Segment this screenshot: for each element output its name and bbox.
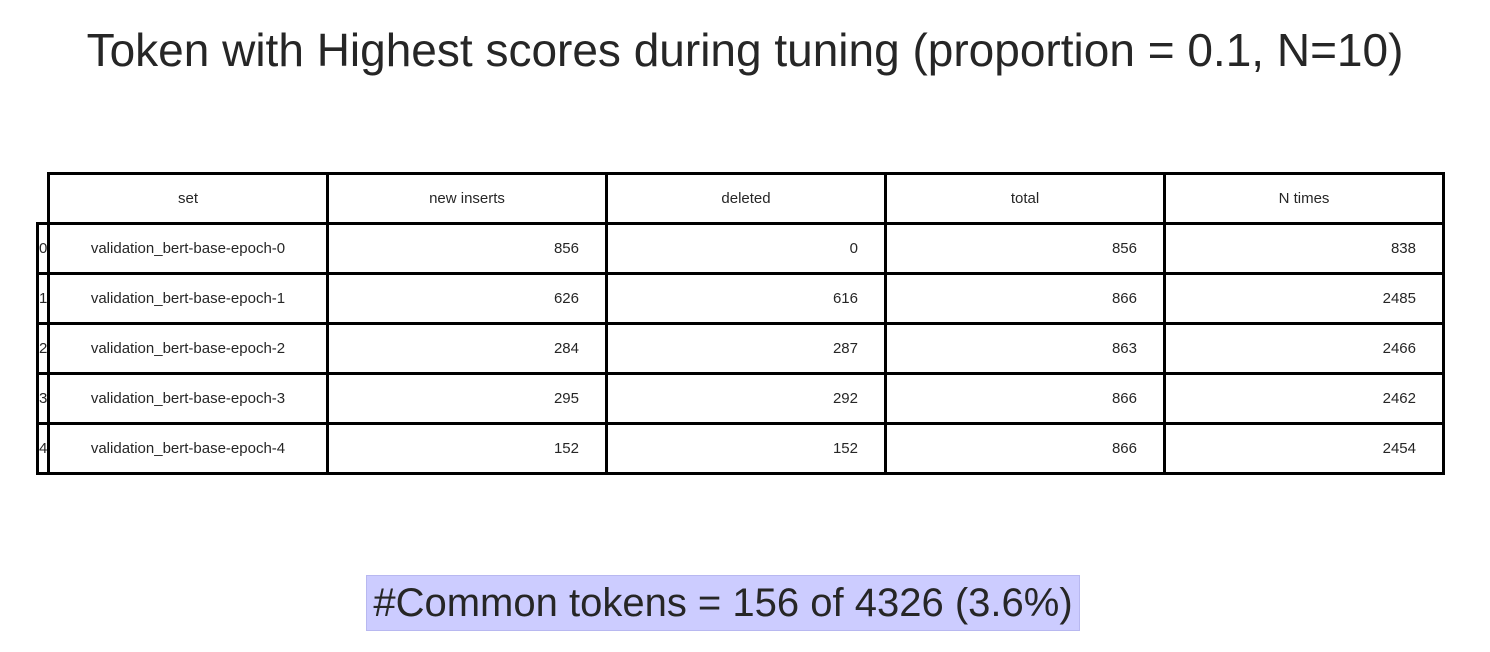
table-cell-new-inserts: 626 xyxy=(326,272,608,325)
table-cell-total: 866 xyxy=(884,272,1166,325)
table-cell-set: validation_bert-base-epoch-4 xyxy=(47,422,329,475)
table-cell-deleted: 616 xyxy=(605,272,887,325)
header-cell-n-times: N times xyxy=(1163,172,1445,225)
table-cell-total: 863 xyxy=(884,322,1166,375)
table-cell-set: validation_bert-base-epoch-2 xyxy=(47,322,329,375)
table-cell-deleted: 152 xyxy=(605,422,887,475)
table-cell-n-times: 2466 xyxy=(1163,322,1445,375)
table-cell-n-times: 2485 xyxy=(1163,272,1445,325)
chart-title: Token with Highest scores during tuning … xyxy=(86,24,1404,76)
table-cell-total: 866 xyxy=(884,372,1166,425)
table-cell-new-inserts: 295 xyxy=(326,372,608,425)
table-cell-set: validation_bert-base-epoch-0 xyxy=(47,222,329,275)
data-table: set new inserts deleted total N times 0 valida… xyxy=(36,172,1445,475)
table-cell-deleted: 292 xyxy=(605,372,887,425)
table-cell-total: 856 xyxy=(884,222,1166,275)
table-cell-total: 866 xyxy=(884,422,1166,475)
table-cell-new-inserts: 284 xyxy=(326,322,608,375)
table-cell-new-inserts: 856 xyxy=(326,222,608,275)
header-cell-new-inserts: new inserts xyxy=(326,172,608,225)
table-cell-set: validation_bert-base-epoch-1 xyxy=(47,272,329,325)
table-cell-set: validation_bert-base-epoch-3 xyxy=(47,372,329,425)
table-cell-new-inserts: 152 xyxy=(326,422,608,475)
table-cell-deleted: 287 xyxy=(605,322,887,375)
header-cell-set: set xyxy=(47,172,329,225)
header-cell-total: total xyxy=(884,172,1166,225)
common-tokens-label: #Common tokens = 156 of 4326 (3.6%) xyxy=(366,575,1080,631)
table-cell-deleted: 0 xyxy=(605,222,887,275)
table-cell-n-times: 2462 xyxy=(1163,372,1445,425)
table-cell-n-times: 838 xyxy=(1163,222,1445,275)
table-cell-n-times: 2454 xyxy=(1163,422,1445,475)
header-cell-deleted: deleted xyxy=(605,172,887,225)
